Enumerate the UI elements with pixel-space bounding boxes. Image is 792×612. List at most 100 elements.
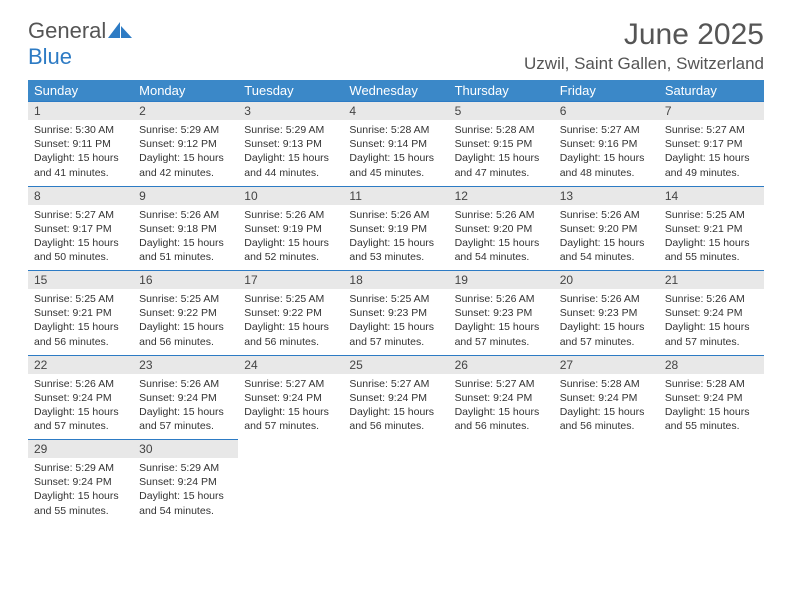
day-content-cell: Sunrise: 5:26 AMSunset: 9:23 PMDaylight:… [449,289,554,355]
week-number-row: 1234567 [28,102,764,121]
day-number-cell: 17 [238,271,343,290]
sunrise-text: Sunrise: 5:27 AM [665,123,758,137]
sunset-text: Sunset: 9:13 PM [244,137,337,151]
day-number-cell: 26 [449,355,554,374]
day-number-cell: 6 [554,102,659,121]
daylight-text: Daylight: 15 hours and 47 minutes. [455,151,548,179]
sunset-text: Sunset: 9:23 PM [349,306,442,320]
daylight-text: Daylight: 15 hours and 55 minutes. [665,236,758,264]
day-content-cell: Sunrise: 5:27 AMSunset: 9:17 PMDaylight:… [28,205,133,271]
day-header: Monday [133,80,238,102]
day-content-cell: Sunrise: 5:29 AMSunset: 9:13 PMDaylight:… [238,120,343,186]
day-content-cell: Sunrise: 5:25 AMSunset: 9:22 PMDaylight:… [238,289,343,355]
day-content-cell [343,458,448,524]
day-number-cell: 4 [343,102,448,121]
week-content-row: Sunrise: 5:30 AMSunset: 9:11 PMDaylight:… [28,120,764,186]
sunset-text: Sunset: 9:24 PM [34,391,127,405]
day-content-cell: Sunrise: 5:25 AMSunset: 9:22 PMDaylight:… [133,289,238,355]
day-number-cell: 9 [133,186,238,205]
day-header: Sunday [28,80,133,102]
day-content-cell: Sunrise: 5:30 AMSunset: 9:11 PMDaylight:… [28,120,133,186]
daylight-text: Daylight: 15 hours and 45 minutes. [349,151,442,179]
daylight-text: Daylight: 15 hours and 56 minutes. [455,405,548,433]
week-content-row: Sunrise: 5:29 AMSunset: 9:24 PMDaylight:… [28,458,764,524]
day-content-cell: Sunrise: 5:26 AMSunset: 9:18 PMDaylight:… [133,205,238,271]
day-number-cell: 29 [28,440,133,459]
sunrise-text: Sunrise: 5:26 AM [349,208,442,222]
sunset-text: Sunset: 9:20 PM [455,222,548,236]
sunrise-text: Sunrise: 5:27 AM [560,123,653,137]
day-number-cell: 7 [659,102,764,121]
sunrise-text: Sunrise: 5:25 AM [665,208,758,222]
week-number-row: 15161718192021 [28,271,764,290]
day-number-cell: 21 [659,271,764,290]
sunrise-text: Sunrise: 5:29 AM [139,123,232,137]
sunset-text: Sunset: 9:24 PM [665,391,758,405]
sunset-text: Sunset: 9:24 PM [139,391,232,405]
day-number-cell: 10 [238,186,343,205]
sunrise-text: Sunrise: 5:28 AM [560,377,653,391]
day-content-cell: Sunrise: 5:27 AMSunset: 9:24 PMDaylight:… [449,374,554,440]
day-header: Wednesday [343,80,448,102]
sunrise-text: Sunrise: 5:29 AM [139,461,232,475]
day-content-cell: Sunrise: 5:26 AMSunset: 9:23 PMDaylight:… [554,289,659,355]
day-header: Thursday [449,80,554,102]
sunrise-text: Sunrise: 5:25 AM [349,292,442,306]
sunset-text: Sunset: 9:14 PM [349,137,442,151]
sunrise-text: Sunrise: 5:26 AM [455,208,548,222]
day-header-row: SundayMondayTuesdayWednesdayThursdayFrid… [28,80,764,102]
day-number-cell: 11 [343,186,448,205]
sunset-text: Sunset: 9:21 PM [34,306,127,320]
sunrise-text: Sunrise: 5:25 AM [34,292,127,306]
daylight-text: Daylight: 15 hours and 51 minutes. [139,236,232,264]
day-header: Friday [554,80,659,102]
day-number-cell: 23 [133,355,238,374]
logo-text-general: General [28,18,106,43]
day-content-cell: Sunrise: 5:29 AMSunset: 9:24 PMDaylight:… [133,458,238,524]
sunset-text: Sunset: 9:24 PM [665,306,758,320]
day-content-cell: Sunrise: 5:28 AMSunset: 9:24 PMDaylight:… [554,374,659,440]
sunrise-text: Sunrise: 5:26 AM [560,292,653,306]
day-content-cell: Sunrise: 5:26 AMSunset: 9:19 PMDaylight:… [343,205,448,271]
sunset-text: Sunset: 9:24 PM [244,391,337,405]
sunrise-text: Sunrise: 5:25 AM [244,292,337,306]
week-content-row: Sunrise: 5:25 AMSunset: 9:21 PMDaylight:… [28,289,764,355]
day-content-cell [449,458,554,524]
day-number-cell: 16 [133,271,238,290]
day-number-cell: 19 [449,271,554,290]
day-number-cell: 1 [28,102,133,121]
sunset-text: Sunset: 9:21 PM [665,222,758,236]
daylight-text: Daylight: 15 hours and 52 minutes. [244,236,337,264]
sunrise-text: Sunrise: 5:26 AM [34,377,127,391]
week-number-row: 2930 [28,440,764,459]
daylight-text: Daylight: 15 hours and 57 minutes. [139,405,232,433]
sunset-text: Sunset: 9:19 PM [349,222,442,236]
day-number-cell: 15 [28,271,133,290]
day-content-cell: Sunrise: 5:27 AMSunset: 9:24 PMDaylight:… [343,374,448,440]
sunrise-text: Sunrise: 5:25 AM [139,292,232,306]
sunrise-text: Sunrise: 5:27 AM [349,377,442,391]
week-number-row: 22232425262728 [28,355,764,374]
day-number-cell: 30 [133,440,238,459]
sunset-text: Sunset: 9:18 PM [139,222,232,236]
day-content-cell [554,458,659,524]
logo: GeneralBlue [28,18,132,70]
sunrise-text: Sunrise: 5:28 AM [665,377,758,391]
day-number-cell: 25 [343,355,448,374]
daylight-text: Daylight: 15 hours and 42 minutes. [139,151,232,179]
day-number-cell: 20 [554,271,659,290]
sunset-text: Sunset: 9:23 PM [560,306,653,320]
week-content-row: Sunrise: 5:27 AMSunset: 9:17 PMDaylight:… [28,205,764,271]
day-content-cell: Sunrise: 5:27 AMSunset: 9:17 PMDaylight:… [659,120,764,186]
daylight-text: Daylight: 15 hours and 54 minutes. [560,236,653,264]
day-number-cell: 27 [554,355,659,374]
sunset-text: Sunset: 9:16 PM [560,137,653,151]
daylight-text: Daylight: 15 hours and 55 minutes. [665,405,758,433]
sunset-text: Sunset: 9:20 PM [560,222,653,236]
daylight-text: Daylight: 15 hours and 57 minutes. [349,320,442,348]
day-content-cell [238,458,343,524]
day-number-cell: 18 [343,271,448,290]
week-number-row: 891011121314 [28,186,764,205]
sunrise-text: Sunrise: 5:27 AM [455,377,548,391]
daylight-text: Daylight: 15 hours and 56 minutes. [139,320,232,348]
